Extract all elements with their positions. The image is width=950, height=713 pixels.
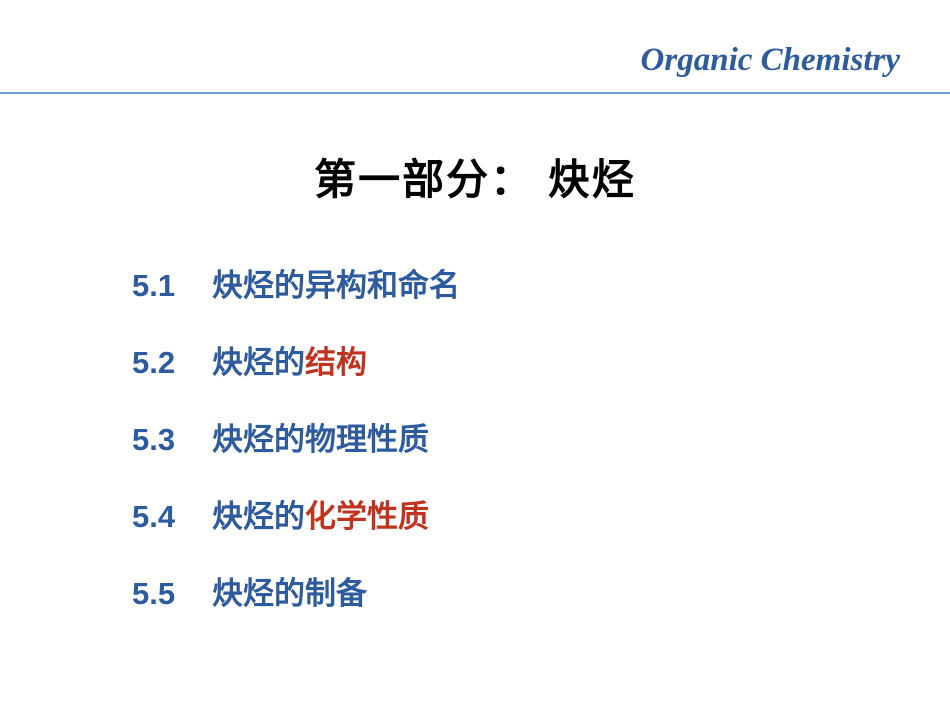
list-highlight: 化学性质 [305,499,429,534]
page-title: 第一部分： 炔烃 [0,146,950,207]
list-number: 5.1 [132,268,212,304]
list-number: 5.2 [132,345,212,381]
list-text: 炔烃的化学性质 [212,491,429,536]
list-item: 5.4 炔烃的化学性质 [132,491,460,536]
list-prefix: 炔烃的异构和命名 [212,268,460,303]
list-item: 5.1 炔烃的异构和命名 [132,260,460,305]
list-prefix: 炔烃的 [212,345,305,380]
list-text: 炔烃的物理性质 [212,414,429,459]
list-highlight: 结构 [305,345,367,380]
list-prefix: 炔烃的物理性质 [212,422,429,457]
header-divider [0,92,950,94]
list-text: 炔烃的制备 [212,568,367,613]
list-number: 5.5 [132,576,212,612]
list-text: 炔烃的结构 [212,337,367,382]
section-list: 5.1 炔烃的异构和命名 5.2 炔烃的结构 5.3 炔烃的物理性质 5.4 炔… [132,260,460,645]
list-item: 5.2 炔烃的结构 [132,337,460,382]
list-text: 炔烃的异构和命名 [212,260,460,305]
list-item: 5.5 炔烃的制备 [132,568,460,613]
list-item: 5.3 炔烃的物理性质 [132,414,460,459]
list-number: 5.4 [132,499,212,535]
header-subject: Organic Chemistry [641,42,900,79]
list-prefix: 炔烃的 [212,499,305,534]
list-prefix: 炔烃的制备 [212,576,367,611]
list-number: 5.3 [132,422,212,458]
